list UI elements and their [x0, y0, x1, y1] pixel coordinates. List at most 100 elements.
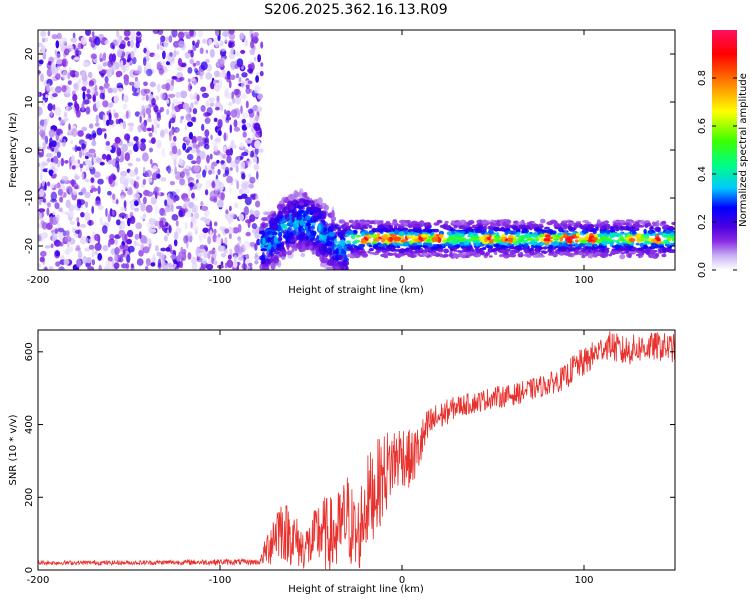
spectrogram-cell — [125, 262, 130, 270]
spectrogram-cell — [201, 205, 209, 211]
spectrogram-cell — [267, 230, 274, 236]
spectrogram-cell — [77, 250, 83, 260]
spectrogram-cell — [276, 243, 283, 248]
spectrogram-cell — [529, 231, 533, 235]
chart-title: S206.2025.362.16.13.R09 — [264, 2, 447, 18]
spectrogram-cell — [73, 56, 80, 61]
spectrogram-cell — [259, 255, 266, 261]
spectrogram-cell — [152, 172, 158, 181]
spectrogram-cell — [224, 92, 232, 99]
spectrogram-cell — [94, 36, 101, 46]
spectrogram-cell — [46, 68, 53, 77]
spectrogram-cell — [213, 117, 218, 122]
spectrogram-cell — [469, 234, 475, 238]
spectrogram-cell — [136, 31, 142, 36]
spectrogram-cell — [628, 237, 636, 243]
spectrogram-cell — [237, 236, 242, 241]
spectrogram-cell — [360, 238, 365, 243]
spectrogram-cell — [111, 87, 118, 94]
spectrogram-cell — [431, 251, 439, 257]
spectrogram-cell — [165, 99, 170, 104]
spectrogram-cell — [452, 246, 457, 252]
spectrogram-cell — [176, 128, 180, 133]
spectrogram-cell — [187, 121, 193, 127]
spectrogram-cell — [99, 58, 104, 62]
spectrogram-cell — [269, 217, 276, 225]
spectrogram-cell — [271, 225, 277, 231]
spectrogram-cell — [240, 49, 246, 54]
spectrogram-cell — [205, 49, 209, 54]
spectrogram-cell — [132, 92, 139, 97]
spectrogram-cell — [65, 105, 69, 110]
spectrogram-cell — [504, 251, 509, 256]
spectrogram-cell — [392, 236, 399, 242]
spectrogram-cell — [587, 253, 594, 259]
spectrogram-cell — [152, 30, 160, 35]
spectrogram-cell — [493, 238, 501, 243]
spectrogram-cell — [389, 233, 395, 237]
spectrogram-cell — [179, 178, 186, 186]
spectrogram-cell — [123, 74, 129, 82]
spectrogram-cell — [220, 245, 226, 252]
spectrogram-cell — [241, 182, 248, 190]
spectrogram-cell — [203, 143, 206, 149]
spectrogram-cell — [472, 251, 477, 256]
spectrogram-cell — [601, 235, 607, 240]
spectrogram-cell — [179, 171, 185, 179]
spectrogram-cell — [573, 243, 579, 248]
spectrogram-cell — [69, 210, 74, 218]
snr-x-tick-label: -100 — [209, 575, 232, 586]
spectrogram-cell — [173, 50, 177, 58]
spectrogram-cell — [65, 185, 73, 194]
spectrogram-cell — [53, 230, 60, 239]
spectrogram-cell — [540, 218, 546, 224]
spectrogram-cell — [293, 229, 299, 236]
spectrogram-cell — [161, 224, 166, 232]
spectrogram-cell — [191, 116, 196, 122]
spectrogram-cell — [39, 213, 42, 219]
spectrogram-cell — [350, 244, 356, 248]
spectrogram-cell — [98, 33, 104, 39]
spectrogram-cell — [222, 30, 229, 37]
spectrogram-cell — [42, 198, 47, 203]
spectrogram-cell — [134, 233, 140, 240]
spectrogram-cell — [351, 252, 359, 256]
spectrogram-cell — [200, 86, 207, 92]
spectrogram-cell — [376, 246, 380, 249]
spectrogram-cell — [233, 119, 238, 128]
spectrogram-cell — [67, 80, 72, 85]
spectrogram-cell — [479, 236, 486, 242]
spectrogram-cell — [61, 175, 69, 182]
spectrogram-cell — [151, 124, 154, 133]
spectrogram-cell — [150, 158, 153, 165]
spectrogram-cell — [325, 240, 333, 247]
spectrogram-cell — [192, 62, 197, 67]
spectrogram-cell — [47, 202, 51, 208]
spectrogram-cell — [72, 188, 78, 196]
spectrogram-cell — [220, 104, 224, 112]
spectrogram-cell — [555, 225, 561, 228]
spectrogram-cell — [175, 91, 181, 98]
spectrogram-cell — [538, 223, 543, 227]
spectrogram-cell — [194, 100, 199, 105]
spectrogram-cell — [104, 221, 109, 226]
colorbar-label: Normalized spectral amplitude — [738, 73, 749, 227]
spectrogram-cell — [209, 230, 213, 239]
spectrogram-cell — [170, 108, 176, 118]
spectrogram-cell — [60, 157, 65, 167]
snr-y-label: SNR (10 * v/v) — [8, 414, 19, 485]
spectrogram-cell — [99, 161, 105, 166]
spectrogram-cell — [140, 215, 146, 220]
spectrogram-cell — [381, 234, 389, 240]
spectrogram-cell — [146, 118, 153, 123]
spectrogram-cell — [408, 248, 413, 254]
spectrogram-cell — [145, 169, 153, 178]
spectrogram-cell — [114, 136, 121, 144]
spectrogram-cell — [398, 219, 406, 224]
spectrogram-cell — [345, 265, 349, 270]
spectrogram-cell — [49, 183, 55, 189]
spectrogram-cell — [229, 124, 233, 134]
spectrogram-cell — [618, 226, 625, 231]
spectrogram-cell — [248, 150, 251, 155]
spectrogram-cell — [209, 153, 213, 160]
